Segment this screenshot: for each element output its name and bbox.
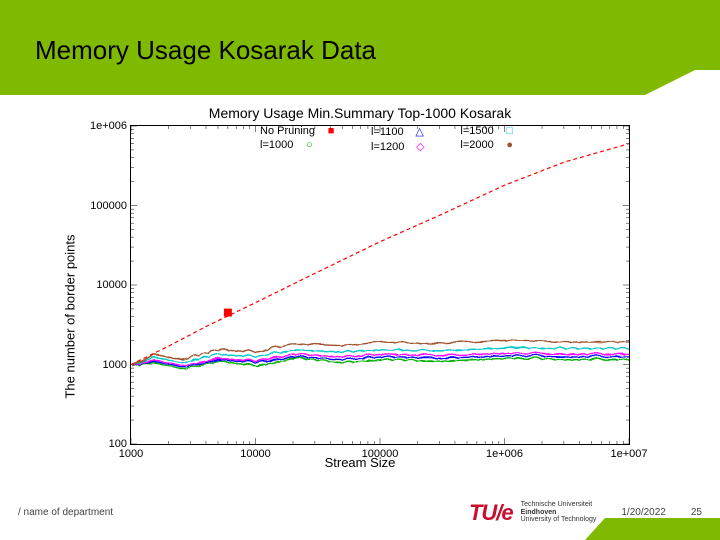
chart-container: Memory Usage Min.Summary Top-1000 Kosara… [80,105,640,475]
logo-line: University of Technology [521,516,597,524]
plot-svg [131,126,629,444]
chart-wrap: Memory Usage Min.Summary Top-1000 Kosara… [0,105,720,475]
logo-subtext: Technische Universiteit Eindhoven Univer… [521,501,597,524]
y-tick-label: 100000 [90,200,131,212]
chart-title: Memory Usage Min.Summary Top-1000 Kosara… [80,105,640,121]
x-tick-label: 1e+006 [486,444,523,460]
page-number: 25 [691,507,702,518]
y-tick-label: 10000 [96,279,131,291]
plot-area: 1001000100001000001e+006 100010000100000… [130,125,630,445]
logo-text: TU/e [469,500,513,526]
university-logo: TU/e Technische Universiteit Eindhoven U… [469,500,596,526]
y-axis-label: The number of border points [63,234,78,398]
slide-footer: / name of department TU/e Technische Uni… [0,485,720,540]
x-tick-label: 1000 [119,444,143,460]
x-tick-label: 10000 [240,444,271,460]
y-tick-label: 1000 [103,359,131,371]
slide-title: Memory Usage Kosarak Data [0,0,720,66]
slide-header: Memory Usage Kosarak Data [0,0,720,95]
logo-line: Technische Universiteit [521,501,597,509]
slide-date: 1/20/2022 [621,507,666,518]
department-text: / name of department [18,507,113,518]
y-tick-label: 1e+006 [90,120,131,132]
logo-line: Eindhoven [521,509,597,517]
x-axis-label: Stream Size [325,455,396,470]
x-tick-label: 1e+007 [610,444,647,460]
